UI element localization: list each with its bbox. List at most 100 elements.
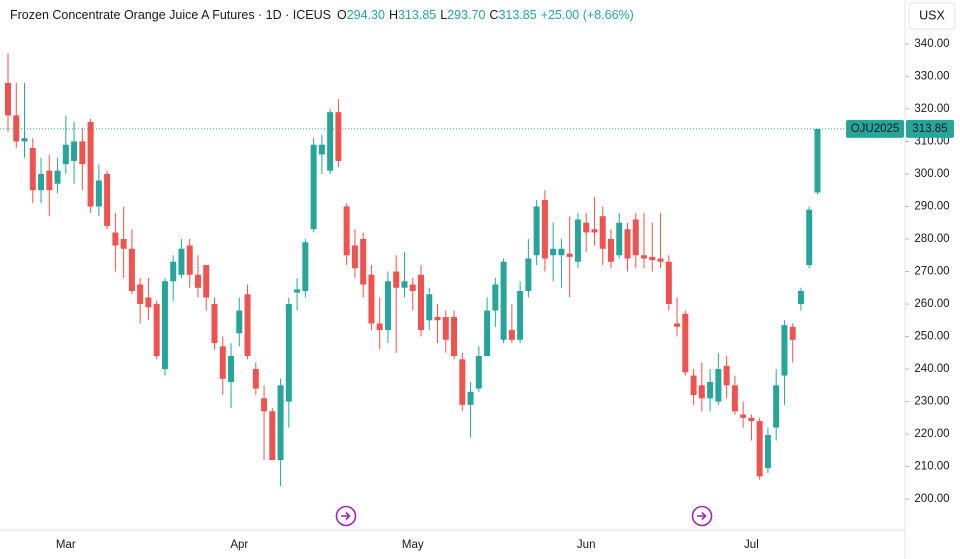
- candle-body: [773, 385, 780, 428]
- y-tick-label: 220.00: [914, 428, 949, 440]
- candle-body: [591, 229, 598, 233]
- candle-body: [87, 121, 94, 207]
- ohlc-value: 313.85: [498, 8, 536, 22]
- candle-body: [285, 304, 292, 402]
- ohlc-value: 313.85: [398, 8, 436, 22]
- candle-body: [261, 398, 268, 412]
- candle-body: [145, 297, 152, 308]
- candle-body: [128, 248, 135, 292]
- candle-body: [426, 294, 433, 321]
- candle-body: [277, 385, 284, 461]
- x-tick-label: Jun: [577, 539, 596, 551]
- candle-body: [384, 281, 391, 331]
- candle-body: [467, 391, 474, 405]
- candle-body: [508, 330, 515, 340]
- candle-body: [607, 238, 614, 262]
- candle-body: [558, 248, 565, 256]
- y-tick-label: 270.00: [914, 266, 949, 278]
- event-icon[interactable]: [691, 505, 713, 527]
- candle-body: [170, 261, 177, 282]
- candle-body: [789, 326, 796, 340]
- candle-body: [21, 138, 28, 142]
- candle-body: [401, 281, 408, 288]
- ohlc-label: O: [337, 8, 347, 22]
- candle-body: [318, 144, 325, 155]
- candle-body: [95, 180, 102, 207]
- candle-body: [756, 421, 763, 477]
- candle-body: [657, 258, 664, 262]
- candle-body: [715, 369, 722, 402]
- candle-body: [533, 206, 540, 256]
- price-label-box: [906, 119, 954, 138]
- candle-body: [62, 144, 69, 165]
- symbol-label-box: [846, 119, 904, 138]
- candle-body: [351, 245, 358, 269]
- candle-body: [335, 112, 342, 161]
- candle-body: [376, 323, 383, 331]
- candle-body: [797, 291, 804, 305]
- candle-body: [492, 284, 499, 311]
- candle-body: [814, 128, 821, 193]
- candle-body: [236, 310, 243, 334]
- candle-body: [583, 222, 590, 233]
- candle-body: [764, 435, 771, 469]
- candle-body: [54, 170, 61, 184]
- candle-body: [112, 232, 119, 246]
- candle-body: [731, 385, 738, 412]
- candle-body: [806, 209, 813, 265]
- candle-body: [104, 173, 111, 226]
- y-tick-label: 240.00: [914, 363, 949, 375]
- x-tick-label: Jul: [744, 539, 759, 551]
- candle-body: [153, 304, 160, 357]
- y-tick-label: 210.00: [914, 461, 949, 473]
- candle-body: [310, 144, 317, 230]
- y-tick-label: 300.00: [914, 168, 949, 180]
- chart-title: Frozen Concentrate Orange Juice A Future…: [10, 8, 331, 22]
- candle-body: [740, 414, 747, 418]
- ohlc-value: 293.70: [447, 8, 485, 22]
- candle-body: [178, 248, 185, 275]
- candle-body: [269, 411, 276, 461]
- candle-body: [219, 346, 226, 379]
- symbol-label: OJU2025: [851, 123, 900, 135]
- candle-body: [418, 274, 424, 331]
- candle-body: [409, 284, 416, 292]
- candle-body: [665, 261, 672, 305]
- candle-body: [252, 369, 259, 389]
- candle-body: [632, 219, 639, 256]
- change: +25.00 (+8.66%): [541, 8, 634, 22]
- candle-body: [434, 317, 441, 321]
- candle-body: [442, 317, 449, 340]
- candle-body: [459, 359, 466, 405]
- candle-body: [29, 147, 36, 191]
- y-tick-label: 230.00: [914, 396, 949, 408]
- y-tick-label: 330.00: [914, 70, 949, 82]
- candle-body: [79, 141, 86, 165]
- candle-body: [517, 291, 524, 340]
- event-icon[interactable]: [335, 505, 357, 527]
- candle-body: [525, 258, 532, 292]
- x-tick-label: May: [402, 539, 424, 551]
- candle-body: [599, 216, 606, 249]
- ohlc-label: C: [489, 8, 498, 22]
- candle-body: [451, 317, 458, 357]
- candle-body: [690, 375, 697, 396]
- candle-body: [624, 229, 631, 259]
- candle-body: [484, 310, 491, 357]
- candle-body: [186, 245, 193, 275]
- candle-body: [682, 313, 689, 373]
- candle-body: [294, 289, 301, 293]
- y-tick-label: 280.00: [914, 233, 949, 245]
- candle-body: [550, 248, 557, 256]
- currency-box[interactable]: [908, 2, 956, 30]
- ohlc-value: 294.30: [347, 8, 385, 22]
- candle-body: [781, 325, 788, 376]
- ohlc-label: H: [389, 8, 398, 22]
- candle-body: [302, 242, 309, 292]
- candle-body: [194, 274, 201, 288]
- candle-body: [368, 274, 375, 324]
- y-tick-label: 200.00: [914, 493, 949, 505]
- candle-body: [360, 238, 367, 285]
